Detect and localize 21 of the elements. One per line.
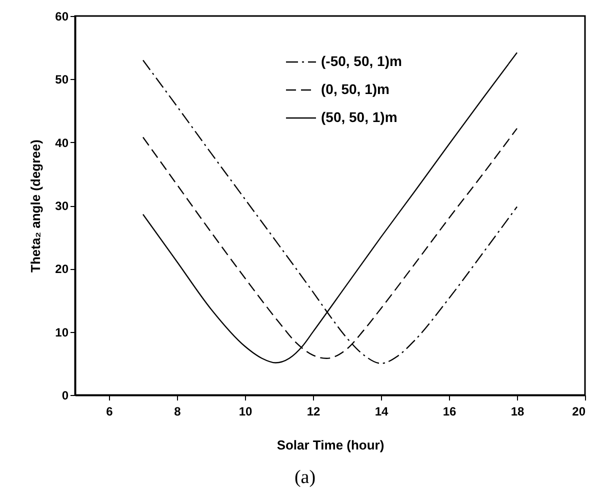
y-tick-label: 40 (55, 136, 69, 150)
x-axis-title: Solar Time (hour) (276, 438, 384, 452)
y-tick-label: 20 (55, 262, 69, 276)
legend-label: (-50, 50, 1)m (321, 53, 402, 69)
x-tick-label: 12 (306, 404, 320, 418)
text: (a) (293, 467, 317, 489)
x-tick-label: 16 (442, 404, 456, 418)
y-tick-label: 30 (55, 199, 69, 213)
y-axis-title: Theta₂ angle (degree) (28, 140, 44, 272)
x-tick-label: 6 (106, 404, 114, 418)
y-tick-label: 10 (55, 325, 69, 340)
y-tick-label: 0 (62, 388, 69, 402)
legend-label: (0, 50, 1)m (321, 81, 390, 97)
y-tick-label: 50 (55, 72, 69, 87)
x-tick-label: 8 (174, 404, 182, 418)
x-tick-label: 14 (374, 404, 388, 418)
x-tick-label: 10 (238, 404, 252, 418)
x-tick-label: 18 (510, 404, 524, 418)
x-tick-label: 20 (572, 404, 586, 418)
y-tick-label: 60 (55, 10, 69, 24)
legend-label: (50, 50, 1)m (321, 109, 398, 125)
